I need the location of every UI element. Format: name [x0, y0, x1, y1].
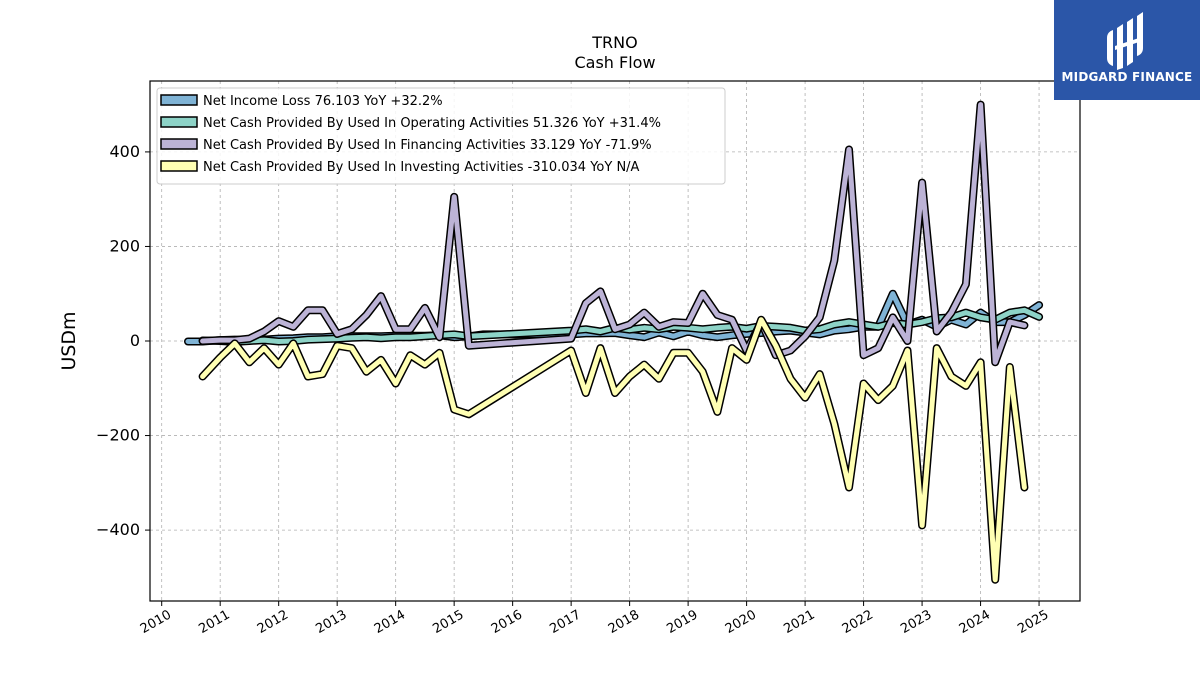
- series-lines: [184, 100, 1044, 584]
- y-tick-label: 200: [109, 236, 140, 255]
- legend-label: Net Income Loss 76.103 YoY +32.2%: [203, 94, 443, 109]
- chart-subtitle: Cash Flow: [574, 53, 655, 72]
- x-tick-label: 2018: [606, 607, 642, 637]
- y-tick-label: 0: [130, 331, 140, 350]
- x-tick-label: 2011: [196, 607, 232, 637]
- legend-label: Net Cash Provided By Used In Financing A…: [203, 138, 652, 153]
- y-tick-label: −200: [96, 426, 140, 445]
- logo-text: MIDGARD FINANCE: [1061, 70, 1193, 84]
- legend-swatch: [160, 116, 198, 128]
- legend-swatch: [160, 160, 198, 172]
- x-tick-label: 2016: [489, 607, 525, 637]
- series-line: [200, 102, 1027, 365]
- legend-swatch: [160, 138, 198, 150]
- x-tick-label: 2014: [372, 607, 408, 637]
- y-axis-label: USDm: [58, 311, 80, 370]
- x-tick-label: 2015: [430, 607, 466, 637]
- logo-mark-icon: [1107, 12, 1143, 70]
- legend-label: Net Cash Provided By Used In Operating A…: [203, 116, 661, 131]
- x-tick-label: 2023: [898, 607, 934, 637]
- x-tick-label: 2022: [840, 607, 876, 637]
- series-outline: [198, 315, 1029, 584]
- x-tick-label: 2020: [723, 607, 759, 637]
- midgard-finance-logo: MIDGARD FINANCE: [1054, 0, 1200, 100]
- x-tick-label: 2017: [547, 607, 583, 637]
- chart-title: TRNO: [591, 33, 637, 52]
- x-axis: 2010 2011 2012 2013 2014 2015 2016 2017 2018 2019…: [138, 601, 1051, 637]
- x-tick-label: 2012: [255, 607, 291, 637]
- x-tick-label: 2021: [781, 607, 817, 637]
- legend-label: Net Cash Provided By Used In Investing A…: [203, 160, 640, 175]
- x-tick-label: 2010: [138, 607, 174, 637]
- x-tick-label: 2013: [313, 607, 349, 637]
- x-tick-label: 2024: [957, 607, 993, 637]
- series-line: [200, 317, 1027, 583]
- legend-box: [156, 87, 726, 185]
- legend-swatch: [160, 94, 198, 106]
- x-tick-label: 2025: [1015, 607, 1051, 637]
- y-tick-label: 400: [109, 142, 140, 161]
- legend: Net Income Loss 76.103 YoY +32.2% Net Cas…: [156, 87, 726, 185]
- y-axis: −400 −200 0 200 400: [96, 142, 150, 539]
- x-tick-label: 2019: [664, 607, 700, 637]
- y-tick-label: −400: [96, 520, 140, 539]
